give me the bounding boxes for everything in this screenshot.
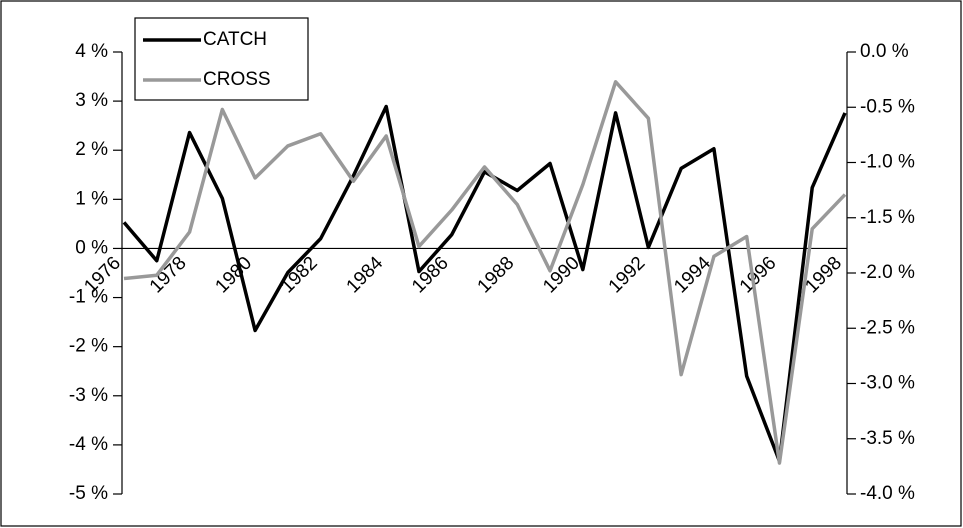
legend-label: CROSS — [203, 69, 271, 90]
y2-tick-label: -1.0 % — [860, 152, 915, 173]
y2-tick-label: -2.0 % — [860, 262, 915, 283]
y-tick-label: -1 % — [69, 287, 108, 308]
y-tick-label: -5 % — [69, 483, 108, 504]
series-line — [122, 104, 847, 463]
y-tick-label: 4 % — [75, 41, 108, 62]
y2-tick-label: -3.0 % — [860, 373, 915, 394]
legend-label: CATCH — [203, 29, 267, 50]
y2-tick-label: -1.5 % — [860, 207, 915, 228]
y-tick-label: -4 % — [69, 434, 108, 455]
y-tick-label: -2 % — [69, 336, 108, 357]
y-tick-label: 2 % — [75, 139, 108, 160]
legend-box — [134, 17, 309, 101]
series-line — [123, 80, 847, 465]
y-tick-label: 3 % — [75, 90, 108, 111]
y2-tick-label: -4.0 % — [860, 483, 915, 504]
y-tick-label: 0 % — [75, 237, 108, 258]
y2-tick-label: -3.5 % — [860, 428, 915, 449]
y2-tick-label: -0.5 % — [860, 96, 915, 117]
y-tick-label: -3 % — [69, 385, 108, 406]
y2-tick-label: 0.0 % — [860, 41, 909, 62]
y-tick-label: 1 % — [75, 188, 108, 209]
y2-tick-label: -2.5 % — [860, 317, 915, 338]
